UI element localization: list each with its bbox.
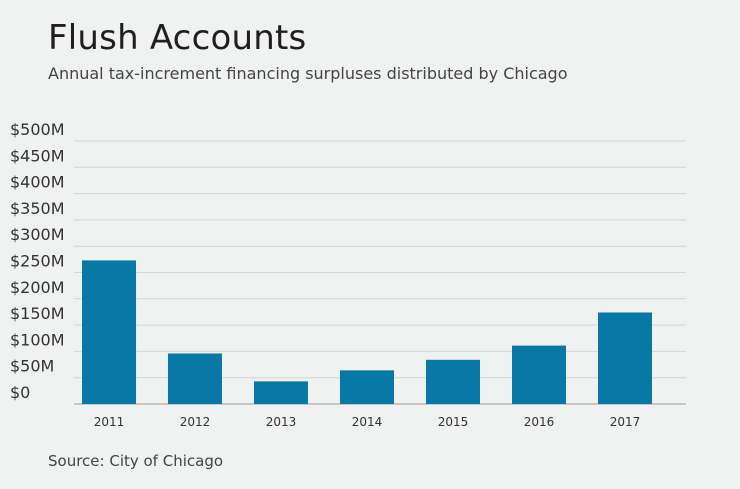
chart-title: Flush Accounts — [48, 18, 307, 58]
bar-2012 — [168, 353, 222, 404]
bar-2011 — [82, 260, 136, 404]
x-axis-tick-labels: 2011 2012 2013 2014 2015 2016 2017 — [94, 415, 641, 429]
y-tick-label: $200M — [10, 278, 65, 297]
y-tick-label: $300M — [10, 225, 65, 244]
y-tick-label: $250M — [10, 252, 65, 271]
x-tick-label: 2012 — [180, 415, 211, 429]
y-tick-label: $150M — [10, 304, 65, 323]
x-tick-label: 2016 — [524, 415, 555, 429]
y-tick-label: $400M — [10, 173, 65, 192]
y-tick-label: $50M — [10, 357, 54, 376]
source-note: Source: City of Chicago — [48, 452, 224, 470]
bar-2013 — [254, 381, 308, 404]
y-tick-label: $350M — [10, 199, 65, 218]
y-tick-label: $100M — [10, 330, 65, 349]
gridlines — [74, 140, 686, 405]
x-tick-label: 2017 — [610, 415, 641, 429]
bar-2016 — [512, 345, 566, 404]
x-tick-label: 2015 — [438, 415, 469, 429]
x-tick-label: 2014 — [352, 415, 383, 429]
x-tick-label: 2011 — [94, 415, 125, 429]
y-tick-label: $500M — [10, 120, 65, 139]
bar-2014 — [340, 370, 394, 404]
chart-subtitle: Annual tax-increment financing surpluses… — [48, 64, 568, 83]
y-tick-label: $450M — [10, 146, 65, 165]
y-tick-label: $0 — [10, 383, 30, 402]
bar-2017 — [598, 312, 652, 404]
bars — [82, 260, 652, 404]
bar-chart: $0 $50M $100M $150M $200M $250M $300M $350M $400… — [10, 120, 686, 429]
y-axis-tick-labels: $0 $50M $100M $150M $200M $250M $300M $350M $400… — [10, 120, 65, 402]
bar-2015 — [426, 359, 480, 404]
x-tick-label: 2013 — [266, 415, 297, 429]
